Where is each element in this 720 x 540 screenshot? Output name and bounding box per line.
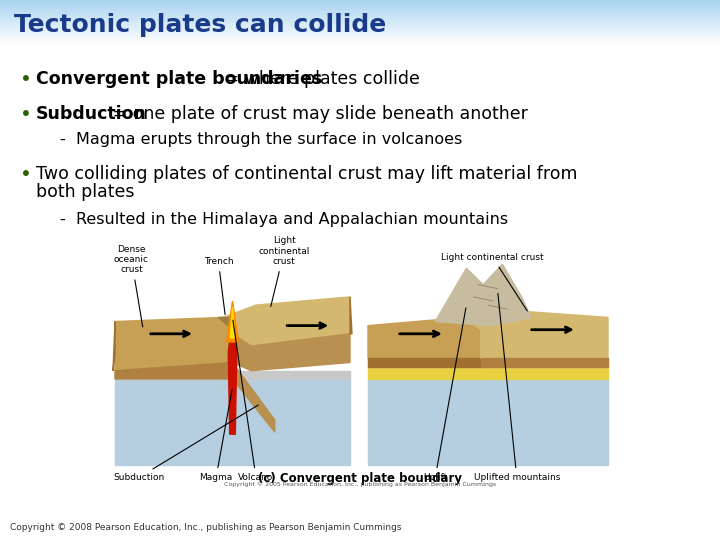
Polygon shape xyxy=(464,309,608,359)
Polygon shape xyxy=(115,362,233,379)
Polygon shape xyxy=(350,297,352,334)
Text: Light
continental
crust: Light continental crust xyxy=(258,237,310,307)
Text: (c) Convergent plate boundary: (c) Convergent plate boundary xyxy=(258,472,462,485)
Bar xyxy=(115,379,350,465)
Bar xyxy=(368,379,608,465)
Text: •: • xyxy=(20,165,32,184)
Bar xyxy=(115,370,350,379)
Polygon shape xyxy=(223,297,350,346)
Text: Convergent plate boundaries: Convergent plate boundaries xyxy=(36,70,323,88)
Polygon shape xyxy=(368,318,481,359)
Polygon shape xyxy=(233,362,275,432)
Text: Trench: Trench xyxy=(204,257,233,315)
Polygon shape xyxy=(227,301,238,342)
Text: Tectonic plates can collide: Tectonic plates can collide xyxy=(14,13,386,37)
Polygon shape xyxy=(230,307,235,338)
Text: Two colliding plates of continental crust may lift material from: Two colliding plates of continental crus… xyxy=(36,165,577,183)
Polygon shape xyxy=(228,318,237,434)
Text: Uplift: Uplift xyxy=(423,308,466,482)
Text: •: • xyxy=(20,105,32,124)
Text: Magma: Magma xyxy=(199,390,233,482)
Text: Subduction: Subduction xyxy=(113,405,258,482)
Bar xyxy=(368,359,608,367)
Polygon shape xyxy=(115,318,233,370)
Polygon shape xyxy=(368,359,481,367)
Polygon shape xyxy=(233,334,350,370)
Text: -  Resulted in the Himalaya and Appalachian mountains: - Resulted in the Himalaya and Appalachi… xyxy=(60,212,508,227)
Text: Volcano: Volcano xyxy=(233,320,274,482)
Text: Subduction: Subduction xyxy=(36,105,147,123)
Text: = where plates collide: = where plates collide xyxy=(219,70,420,88)
Text: Dense
oceanic
crust: Dense oceanic crust xyxy=(114,245,149,327)
Bar xyxy=(368,367,608,379)
Polygon shape xyxy=(435,264,531,326)
Text: Uplifted mountains: Uplifted mountains xyxy=(474,294,560,482)
Text: •: • xyxy=(20,70,32,89)
Text: both plates: both plates xyxy=(36,183,135,201)
Polygon shape xyxy=(218,318,233,326)
Text: Copyright © 2008 Pearson Education, Inc., publishing as Pearson Benjamin Cumming: Copyright © 2008 Pearson Education, Inc.… xyxy=(10,523,402,532)
Polygon shape xyxy=(481,359,608,367)
Text: Light continental crust: Light continental crust xyxy=(441,253,544,311)
Text: -  Magma erupts through the surface in volcanoes: - Magma erupts through the surface in vo… xyxy=(60,132,462,147)
Text: = one plate of crust may slide beneath another: = one plate of crust may slide beneath a… xyxy=(107,105,528,123)
Text: Copyright © 2005 Pearson Education, Inc., publishing as Pearson Benjamin Cumming: Copyright © 2005 Pearson Education, Inc.… xyxy=(224,481,496,487)
Polygon shape xyxy=(113,321,115,370)
